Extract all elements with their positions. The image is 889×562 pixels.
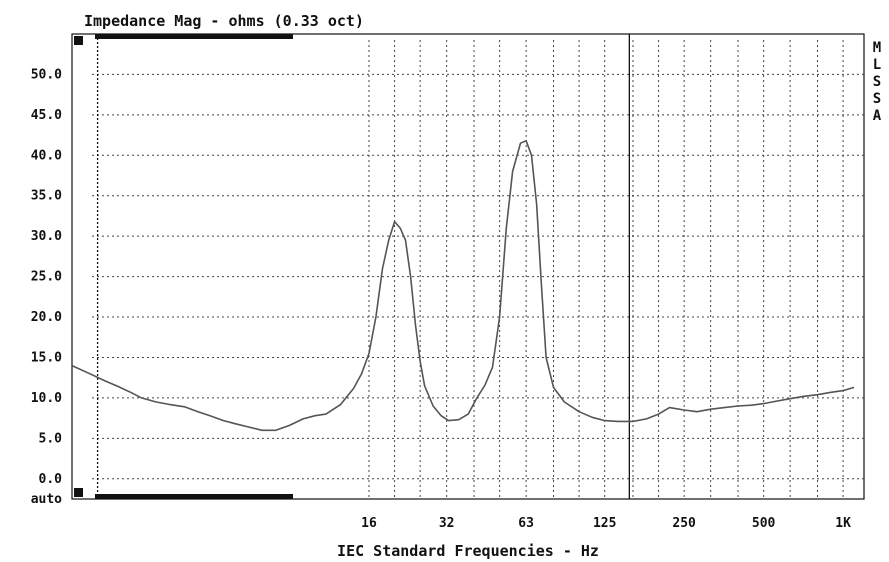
x-tick-label: 125 bbox=[593, 516, 616, 531]
y-tick-labels: 50.0 45.0 40.0 35.0 30.0 25.0 20.0 15.0 10.0 5.0 0… bbox=[31, 67, 62, 507]
side-label-letter: L bbox=[873, 57, 881, 73]
bottom-left-marker bbox=[74, 488, 83, 497]
y-tick-label: 25.0 bbox=[31, 270, 62, 285]
x-tick-label: 32 bbox=[439, 516, 455, 531]
x-axis-label: IEC Standard Frequencies - Hz bbox=[337, 542, 599, 560]
plot-frame bbox=[71, 33, 865, 500]
y-tick-label: 35.0 bbox=[31, 189, 62, 204]
series-line-0 bbox=[71, 139, 855, 432]
y-tick-label: 20.0 bbox=[31, 310, 62, 325]
bottom-scale-bar bbox=[95, 494, 293, 499]
x-tick-label: 63 bbox=[518, 516, 534, 531]
y-tick-label: 10.0 bbox=[31, 391, 62, 406]
x-tick-label: 1K bbox=[835, 516, 851, 531]
y-tick-label: 5.0 bbox=[39, 431, 63, 446]
series-layer bbox=[71, 139, 855, 432]
y-tick-label: auto bbox=[31, 492, 62, 507]
y-tick-label: 45.0 bbox=[31, 108, 62, 123]
side-label-letter: S bbox=[873, 91, 881, 107]
side-label-letter: S bbox=[873, 74, 881, 90]
x-tick-label: 250 bbox=[672, 516, 696, 531]
side-label-letter: A bbox=[873, 108, 882, 124]
top-left-marker bbox=[74, 36, 83, 45]
x-tick-label: 16 bbox=[361, 516, 377, 531]
x-gridlines bbox=[368, 40, 844, 499]
y-tick-label: 50.0 bbox=[31, 67, 62, 82]
x-tick-labels: 16 32 63 125 250 500 1K bbox=[361, 516, 851, 531]
top-scale-bar bbox=[95, 34, 293, 39]
y-gridlines bbox=[92, 73, 864, 480]
y-tick-label: 15.0 bbox=[31, 350, 62, 365]
y-tick-label: 30.0 bbox=[31, 229, 62, 244]
side-label-letter: M bbox=[873, 40, 881, 56]
y-tick-label: 0.0 bbox=[39, 472, 63, 487]
y-tick-label: 40.0 bbox=[31, 148, 62, 163]
chart-title: Impedance Mag - ohms (0.33 oct) bbox=[84, 12, 364, 30]
x-tick-label: 500 bbox=[752, 516, 776, 531]
